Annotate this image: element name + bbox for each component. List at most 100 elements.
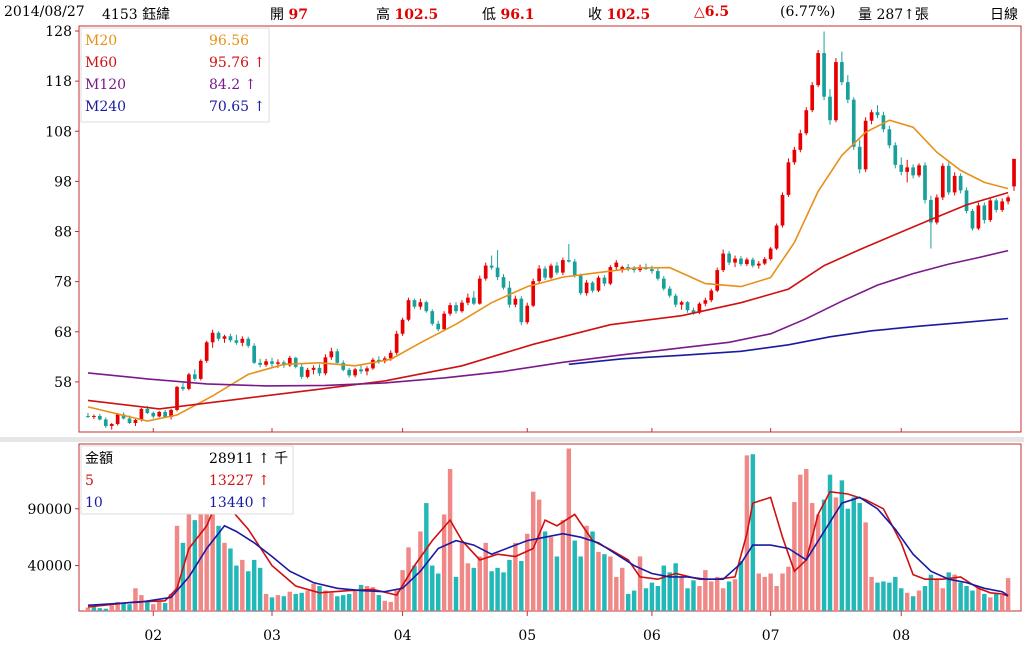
volume-legend-name: 10: [85, 495, 103, 511]
volume-bar: [234, 565, 239, 611]
volume-bar: [388, 601, 393, 611]
volume-bar: [85, 607, 91, 611]
volume-ma-line-10: [87, 496, 1009, 607]
volume-bar: [1005, 578, 1011, 611]
price-y-tick-label: 128: [45, 24, 72, 40]
volume-bar: [91, 607, 97, 611]
volume-bar: [204, 474, 209, 611]
candle-body: [424, 302, 429, 312]
volume-bar: [863, 522, 868, 611]
candle-body: [371, 359, 375, 369]
volume-bar: [821, 499, 827, 611]
volume-bar: [869, 576, 874, 611]
candle-body: [466, 297, 470, 303]
candle-body: [572, 261, 577, 276]
close-value: 102.5: [606, 7, 651, 23]
price-legend: M20 96.56 M60 95.76 ↑ M120 84.2 ↑ M240 70.65 ↑: [80, 27, 270, 123]
candle-body: [810, 85, 815, 111]
volume-bar: [881, 581, 886, 611]
volume-bar: [495, 567, 500, 611]
volume-bar: [115, 601, 120, 611]
volume-bar: [988, 597, 993, 611]
candle-body: [632, 268, 636, 271]
candle-body: [994, 200, 999, 210]
volume-bar: [655, 586, 661, 611]
volume-bar: [441, 514, 447, 611]
volume-bar: [507, 559, 512, 611]
candle-body: [287, 357, 292, 366]
volume-bar: [893, 576, 898, 611]
candle-body: [1006, 197, 1010, 202]
candle-body: [745, 259, 749, 265]
volume-bar: [151, 604, 156, 611]
candle-body: [507, 287, 512, 305]
volume-bar: [673, 563, 678, 611]
volume-bar: [804, 468, 809, 611]
volume-legend-value: 28911 ↑ 千: [209, 451, 288, 467]
candle-body: [246, 338, 251, 346]
candle-body: [388, 352, 393, 359]
candle-body: [822, 53, 826, 97]
quote-date: 2014/08/27: [4, 4, 85, 20]
volume-bar: [596, 551, 601, 611]
candle-body: [169, 409, 173, 417]
volume-bar: [246, 571, 251, 611]
stock-name: 4153 鈺緯: [102, 7, 171, 23]
volume-bar: [940, 588, 946, 611]
volume-bar: [982, 593, 987, 611]
candle-body: [762, 259, 767, 264]
legend-ma-value: 96.56: [209, 33, 249, 49]
candle-body: [768, 248, 773, 260]
volume-bar: [554, 556, 560, 611]
volume-bar: [762, 576, 767, 611]
candle-body: [887, 129, 892, 146]
volume-bar: [222, 542, 227, 611]
volume-bar: [566, 448, 572, 611]
candle-body: [192, 374, 197, 379]
x-tick-label: 04: [394, 628, 412, 644]
volume-bar: [649, 582, 655, 611]
candle-body: [970, 210, 975, 229]
candle-body: [400, 319, 405, 334]
candle-body: [145, 408, 150, 413]
volume-bar: [127, 604, 132, 611]
volume-bar: [400, 570, 405, 611]
candle-body: [394, 333, 399, 353]
volume-bar: [406, 547, 411, 611]
candle-body: [798, 133, 803, 150]
volume-bar: [145, 601, 150, 611]
volume-bar: [946, 572, 951, 611]
candle-body: [513, 298, 518, 305]
candle-body: [549, 265, 553, 278]
volume-bar: [519, 561, 524, 611]
volume-bar: [453, 576, 459, 611]
x-tick-label: 06: [643, 628, 661, 644]
candle-body: [537, 268, 541, 282]
volume-bar: [228, 548, 233, 611]
volume-bar: [792, 501, 797, 611]
volume-bar: [798, 474, 803, 611]
open-value: 97: [288, 7, 308, 23]
candle-body: [353, 369, 357, 376]
candle-body: [115, 414, 120, 424]
volume-value: 287: [876, 7, 904, 23]
volume-bar: [685, 588, 690, 611]
volume-legend: 金額 28911 ↑ 千 5 13227 ↑ 10 13440 ↑: [80, 445, 294, 515]
volume-bar: [299, 592, 304, 611]
period-label: 日線: [990, 7, 1018, 23]
volume-bar: [323, 590, 328, 611]
volume-bar: [525, 533, 530, 611]
volume-bar: [329, 592, 334, 611]
legend-ma-name: M60: [85, 55, 117, 71]
volume-unit: 張: [914, 7, 929, 23]
volume-bar: [317, 586, 322, 611]
volume-bar: [809, 503, 815, 611]
candle-body: [555, 265, 559, 273]
volume-bar: [364, 586, 370, 611]
volume-bar: [341, 595, 346, 611]
candle-body: [133, 419, 138, 423]
volume-bar: [756, 573, 761, 611]
candle-body: [335, 351, 340, 363]
candle-body: [240, 338, 245, 343]
candle-body: [483, 265, 488, 279]
